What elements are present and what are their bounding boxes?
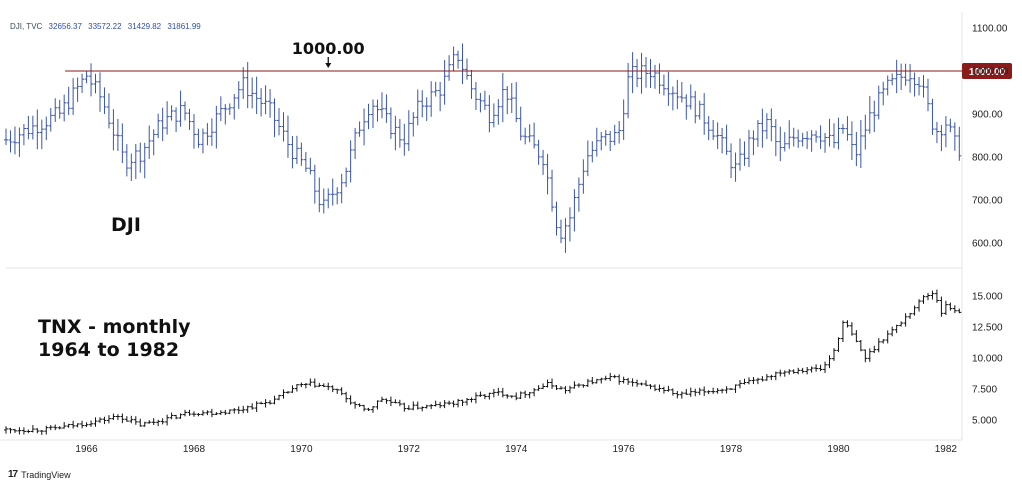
close-value: 31861.99 <box>167 22 201 31</box>
x-tick-label: 1982 <box>935 444 958 455</box>
symbol-label: DJI, TVC <box>10 22 43 31</box>
level-price-badge <box>962 63 1012 79</box>
open-value: 32656.37 <box>48 22 82 31</box>
level-arrow-head-icon <box>325 63 332 68</box>
tnx-description: TNX - monthly 1964 to 1982 <box>38 316 191 362</box>
dji-y-tick: 1000.00 <box>972 67 1009 78</box>
tnx-y-tick: 10.000 <box>972 354 1003 365</box>
tnx-y-tick: 5.000 <box>972 416 997 427</box>
x-tick-label: 1972 <box>398 444 421 455</box>
dji-price-bars <box>4 43 962 253</box>
tnx-description-line2: 1964 to 1982 <box>38 339 180 361</box>
tnx-description-line1: TNX - monthly <box>38 316 191 338</box>
x-tick-label: 1974 <box>505 444 528 455</box>
dji-y-tick: 1100.00 <box>972 24 1008 35</box>
tnx-y-tick: 7.500 <box>972 385 997 396</box>
tradingview-logo-icon: 17 <box>8 469 18 480</box>
grid-layer <box>0 12 963 441</box>
tnx-y-tick: 15.000 <box>972 292 1003 303</box>
low-value: 31429.82 <box>127 22 162 31</box>
x-tick-label: 1966 <box>75 444 98 455</box>
level-annotation: 1000.00 <box>292 39 365 58</box>
dji-y-tick: 700.00 <box>972 196 1003 207</box>
x-tick-label: 1980 <box>827 444 850 455</box>
x-tick-label: 1968 <box>183 444 206 455</box>
dji-label: DJI <box>111 214 141 236</box>
axis-labels: 1100.00 1000.00 900.00 800.00 700.00 600.00 15… <box>75 24 1008 456</box>
dji-y-tick: 900.00 <box>972 110 1003 121</box>
symbol-header: DJI, TVC 32656.37 33572.22 31429.82 3186… <box>10 22 205 31</box>
tradingview-brand[interactable]: 17 TradingView <box>8 469 71 480</box>
dji-y-tick: 800.00 <box>972 153 1003 164</box>
tradingview-brand-label: TradingView <box>21 469 71 480</box>
dji-y-tick: 600.00 <box>972 239 1003 250</box>
high-value: 33572.22 <box>88 22 122 31</box>
x-tick-label: 1970 <box>290 444 313 455</box>
x-tick-label: 1976 <box>613 444 636 455</box>
level-line-group: 1000.00 1000.00 <box>65 39 1012 79</box>
x-tick-label: 1978 <box>720 444 743 455</box>
tnx-price-bars <box>4 289 962 435</box>
tnx-y-tick: 12.500 <box>972 323 1003 334</box>
level-price-badge-label: 1000.00 <box>969 67 1006 78</box>
